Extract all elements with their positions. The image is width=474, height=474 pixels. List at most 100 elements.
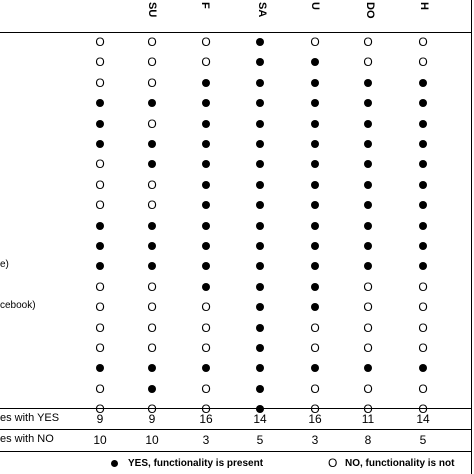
filled-circle-icon	[311, 282, 319, 291]
filled-circle-icon	[311, 201, 319, 210]
filled-circle-icon	[419, 99, 427, 108]
yes-dot	[93, 259, 107, 273]
no-ring: O	[93, 198, 107, 212]
open-circle-mark: O	[95, 75, 105, 90]
open-circle-mark: O	[201, 341, 211, 355]
no-ring: O	[361, 280, 375, 294]
open-circle-mark: O	[95, 300, 105, 315]
no-ring: O	[199, 341, 213, 355]
no-ring: O	[416, 382, 430, 396]
open-circle-mark: O	[95, 320, 105, 335]
yes-dot	[308, 178, 322, 192]
open-circle-mark: O	[95, 341, 105, 355]
no-ring: O	[93, 382, 107, 396]
yes-count: 16	[308, 412, 322, 426]
no-ring: O	[93, 321, 107, 335]
open-circle-mark: O	[147, 198, 157, 213]
open-circle-mark: O	[95, 55, 105, 70]
yes-dot	[93, 96, 107, 110]
open-circle-mark: O	[418, 279, 428, 294]
filled-circle-icon	[364, 201, 372, 210]
open-circle-mark: O	[201, 300, 211, 315]
filled-circle-icon	[311, 364, 319, 373]
table-bottom-line	[0, 408, 471, 409]
summary-bottom-line	[0, 451, 471, 452]
filled-circle-icon	[311, 160, 319, 169]
yes-dot	[253, 280, 267, 294]
no-ring: O	[145, 321, 159, 335]
filled-circle-icon	[256, 282, 264, 291]
column-header-sa: SA	[256, 2, 268, 18]
open-circle-mark: O	[95, 402, 105, 417]
filled-circle-icon	[364, 364, 372, 373]
yes-dot	[308, 198, 322, 212]
yes-dot	[361, 259, 375, 273]
yes-count: 16	[199, 412, 213, 426]
yes-dot	[253, 239, 267, 253]
filled-circle-icon	[202, 78, 210, 87]
no-ring: O	[416, 402, 430, 416]
yes-dot	[361, 361, 375, 375]
no-count: 3	[202, 433, 210, 447]
no-ring: O	[199, 300, 213, 314]
yes-dot	[361, 157, 375, 171]
filled-circle-icon	[256, 384, 264, 393]
yes-dot	[361, 239, 375, 253]
right-border	[471, 0, 472, 474]
filled-circle-icon	[256, 323, 264, 332]
open-circle-mark: O	[201, 381, 211, 396]
filled-circle-icon	[148, 99, 156, 108]
filled-circle-icon	[256, 78, 264, 87]
yes-dot	[308, 259, 322, 273]
yes-dot	[253, 137, 267, 151]
filled-circle-icon	[364, 99, 372, 108]
open-circle-mark: O	[418, 35, 428, 49]
yes-dot	[199, 178, 213, 192]
no-ring: O	[145, 198, 159, 212]
yes-dot	[199, 76, 213, 90]
no-ring: O	[308, 402, 322, 416]
yes-dot	[199, 117, 213, 131]
yes-dot	[253, 219, 267, 233]
yes-dot	[308, 239, 322, 253]
yes-dot	[199, 280, 213, 294]
no-ring: O	[93, 280, 107, 294]
yes-dot	[199, 198, 213, 212]
yes-dot	[416, 137, 430, 151]
no-ring: O	[93, 341, 107, 355]
filled-circle-icon	[148, 160, 156, 169]
no-ring: O	[145, 55, 159, 69]
filled-circle-icon	[256, 201, 264, 210]
yes-dot	[416, 117, 430, 131]
filled-circle-icon	[311, 119, 319, 128]
no-ring: O	[416, 35, 430, 49]
open-circle-mark: O	[418, 381, 428, 396]
no-ring: O	[199, 35, 213, 49]
no-ring: O	[145, 300, 159, 314]
filled-circle-icon	[148, 384, 156, 393]
filled-circle-icon	[419, 180, 427, 189]
filled-circle-icon	[256, 99, 264, 108]
column-header-f: F	[199, 2, 211, 9]
filled-circle-icon	[364, 180, 372, 189]
open-circle-mark: O	[201, 320, 211, 335]
yes-dot	[93, 117, 107, 131]
open-circle-mark: O	[363, 279, 373, 294]
open-circle-mark: O	[363, 55, 373, 70]
open-circle-mark: O	[418, 341, 428, 355]
yes-dot	[416, 178, 430, 192]
open-circle-mark: O	[310, 381, 320, 396]
open-circle-mark: O	[363, 300, 373, 315]
yes-dot	[199, 137, 213, 151]
yes-dot	[416, 239, 430, 253]
yes-dot	[93, 361, 107, 375]
filled-circle-icon	[202, 160, 210, 169]
yes-dot	[253, 382, 267, 396]
yes-dot	[416, 96, 430, 110]
filled-circle-icon	[311, 58, 319, 67]
filled-circle-icon	[148, 364, 156, 373]
open-circle-mark: O	[363, 381, 373, 396]
yes-dot	[93, 239, 107, 253]
no-ring: O	[93, 300, 107, 314]
filled-circle-icon	[311, 303, 319, 312]
